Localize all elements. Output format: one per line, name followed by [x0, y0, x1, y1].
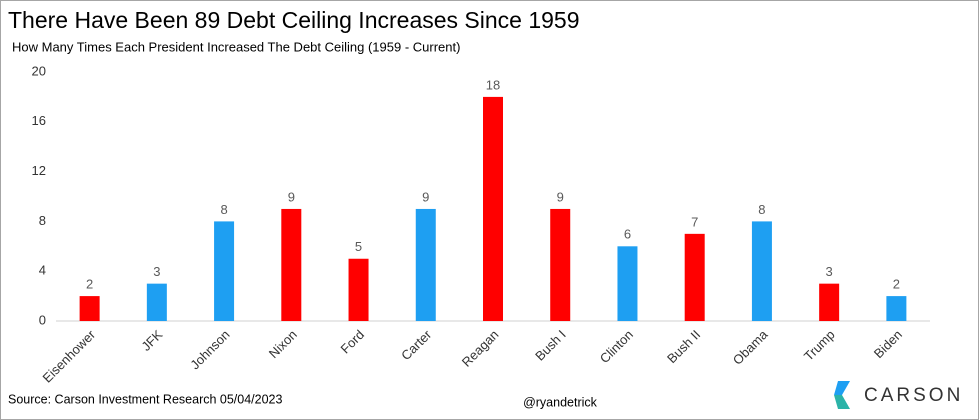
- y-tick-label: 16: [32, 113, 46, 128]
- bar: [550, 208, 571, 321]
- bar: [483, 96, 503, 322]
- bar: [684, 233, 705, 321]
- bar: [819, 283, 840, 321]
- logo-icon: [834, 381, 850, 409]
- data-label: 9: [557, 189, 564, 204]
- y-tick-label: 12: [32, 163, 46, 178]
- y-tick-label: 8: [39, 213, 46, 228]
- logo-text: CARSON: [864, 385, 963, 406]
- data-label: 2: [86, 277, 93, 292]
- bar: [415, 208, 436, 321]
- bar: [617, 246, 638, 321]
- data-label: 2: [893, 277, 900, 292]
- y-tick-label: 4: [39, 263, 46, 278]
- bar: [281, 208, 302, 321]
- bar: [146, 283, 167, 321]
- data-label: 3: [826, 264, 833, 279]
- data-label: 6: [624, 227, 631, 242]
- chart-subtitle: How Many Times Each President Increased …: [12, 39, 460, 54]
- handle: @ryandetrick: [523, 395, 598, 409]
- data-label: 18: [486, 77, 500, 92]
- data-label: 5: [355, 239, 362, 254]
- data-label: 9: [288, 189, 295, 204]
- data-label: 8: [220, 202, 227, 217]
- data-label: 7: [691, 214, 698, 229]
- bar: [214, 221, 235, 321]
- bar: [886, 296, 907, 321]
- y-tick-label: 20: [32, 63, 46, 78]
- chart-title: There Have Been 89 Debt Ceiling Increase…: [8, 7, 580, 33]
- data-label: 3: [153, 264, 160, 279]
- data-label: 8: [758, 202, 765, 217]
- bar: [751, 221, 772, 321]
- bar: [79, 296, 100, 321]
- data-label: 9: [422, 189, 429, 204]
- y-tick-label: 0: [39, 312, 46, 327]
- bar: [348, 258, 369, 321]
- source: Source: Carson Investment Research 05/04…: [8, 392, 283, 406]
